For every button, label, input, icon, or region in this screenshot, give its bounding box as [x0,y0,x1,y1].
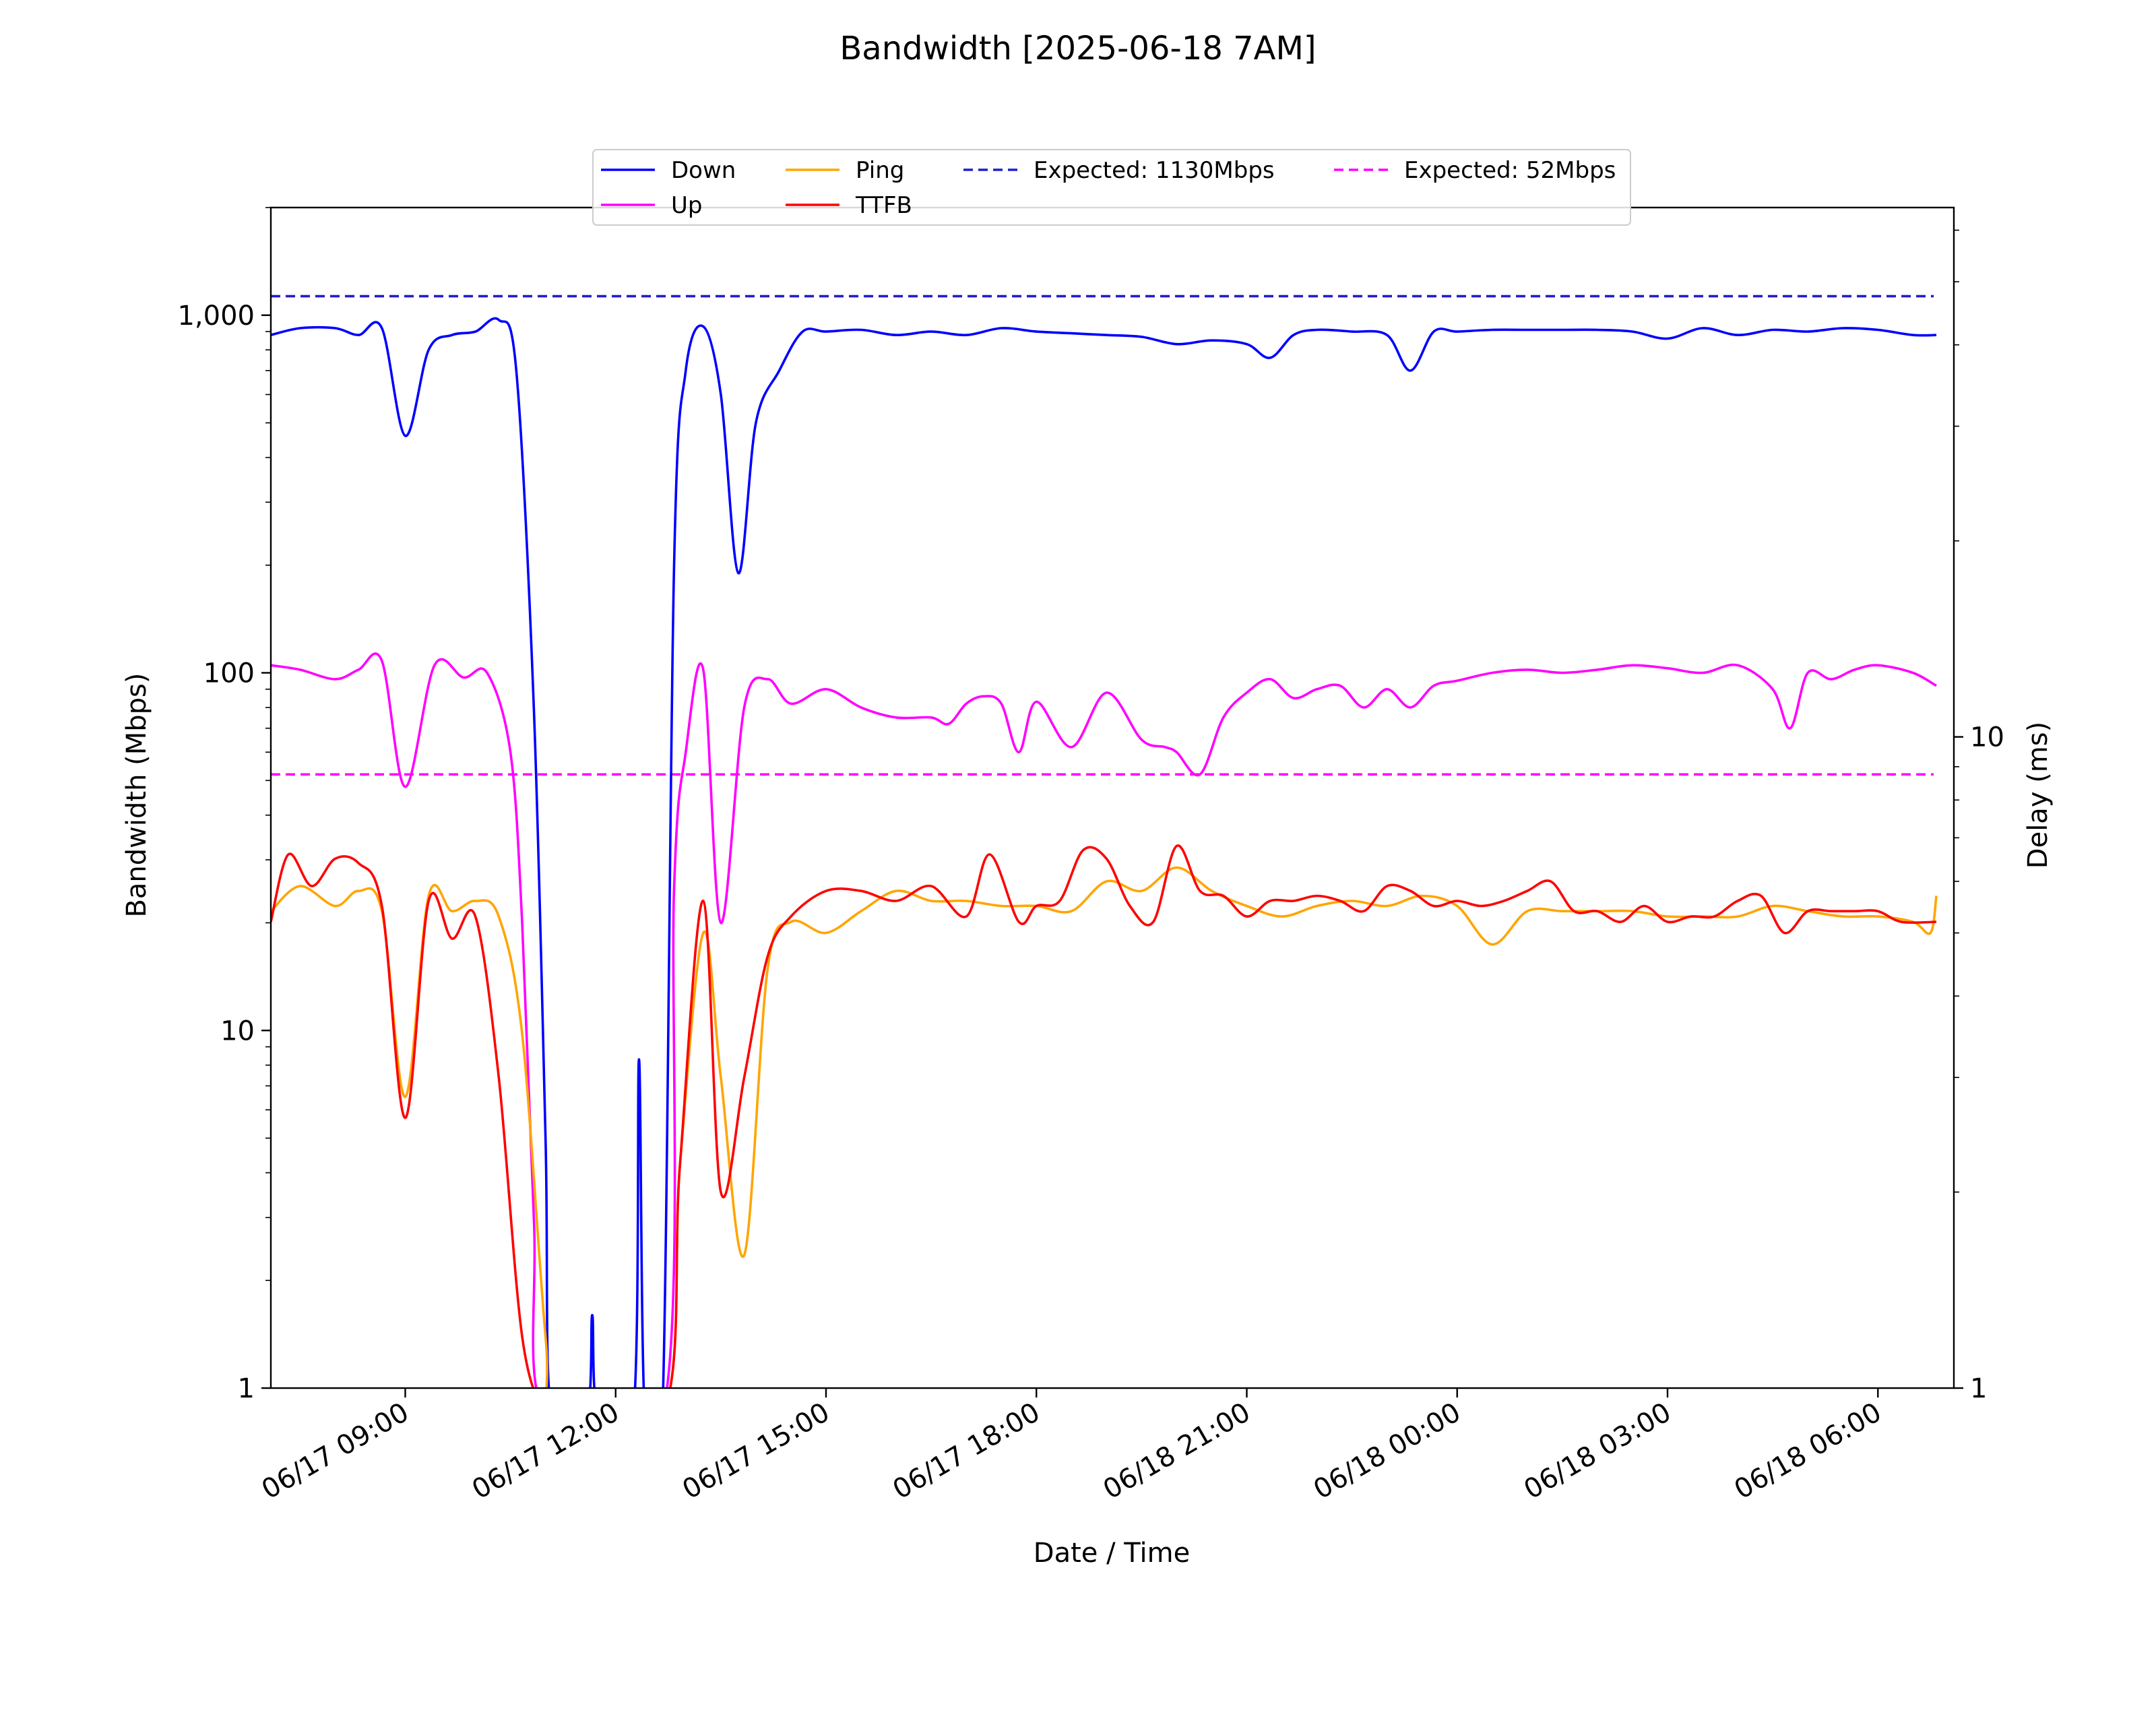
series-layer [271,294,1938,1388]
legend-label: Down [671,157,736,184]
chart-title: Bandwidth [2025-06-18 7AM] [839,30,1316,67]
legend-label: Expected: 52Mbps [1404,157,1616,184]
legend-label: TTFB [855,192,912,219]
legend-label: Up [671,192,702,219]
y-tick-label: 1,000 [177,301,255,332]
y-tick-label: 100 [203,658,255,689]
y-tick-label: 10 [220,1015,255,1046]
legend-box [592,149,1631,226]
y-tick-label: 1 [238,1373,255,1404]
legend-label: Expected: 1130Mbps [1034,157,1275,184]
series-line-ttfb [271,844,1937,1388]
y2-tick-label: 1 [1970,1373,1987,1404]
y2-axis-label: Delay (ms) [2023,722,2054,869]
series-line-up [271,652,1937,1388]
legend-label: Ping [856,157,904,184]
y-axis-label: Bandwidth (Mbps) [121,672,152,917]
y2-tick-label: 10 [1970,722,2004,753]
x-axis-label: Date / Time [1034,1538,1190,1569]
legend: Down Up Ping TTFB Expected: 1130Mbps Expected… [592,149,1631,226]
series-line-down [271,317,1937,1388]
